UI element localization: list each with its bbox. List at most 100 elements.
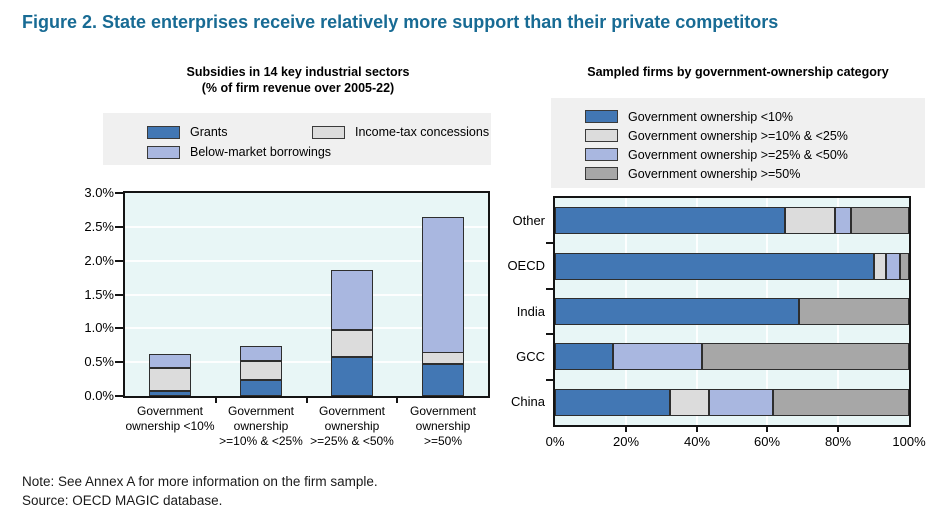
legend-label: Government ownership >=25% & <50% (628, 147, 848, 162)
government-ownership-10-25--segment (874, 253, 886, 280)
right-legend-item: Government ownership >=25% & <50% (585, 145, 925, 164)
legend-label: Government ownership >=50% (628, 166, 801, 181)
government-ownership-10-25--segment (670, 389, 709, 416)
gridline (125, 327, 488, 329)
left-ytick-mark (115, 260, 123, 262)
legend-label: Government ownership <10% (628, 109, 794, 124)
left-ytick-label: 1.0% (84, 320, 114, 335)
government-ownership-10--segment (555, 343, 613, 370)
left-chart-legend: Grants Income-tax concessions Below-market… (103, 113, 491, 165)
left-ytick-label: 2.0% (84, 253, 114, 268)
right-xtick-mark (837, 427, 839, 432)
stacked-bar-1 (149, 193, 191, 396)
figure-notes: Note: See Annex A for more information o… (22, 472, 378, 510)
left-ytick-mark (115, 192, 123, 194)
government-ownership-10--segment (555, 207, 785, 234)
right-legend-item: Government ownership >=50% (585, 164, 925, 183)
right-xtick-mark (625, 427, 627, 432)
government-ownership-10--segment (555, 389, 670, 416)
left-xtick-mark (215, 398, 217, 403)
right-chart-title: Sampled firms by government-ownership ca… (587, 65, 889, 79)
left-ytick-label: 3.0% (84, 185, 114, 200)
right-legend-item: Government ownership <10% (585, 107, 925, 126)
right-category-label: OECD (507, 258, 545, 273)
left-chart-title-line1: Subsidies in 14 key industrial sectors (186, 65, 410, 79)
below-market-borrowings-segment (240, 346, 282, 361)
income-tax-concessions-swatch (312, 125, 345, 139)
right-xtick-mark (696, 427, 698, 432)
stacked-bar-3 (331, 193, 373, 396)
right-xtick-label: 20% (612, 434, 640, 449)
right-xtick-label: 100% (892, 434, 926, 449)
government-ownership-50--segment (799, 298, 909, 325)
government-ownership-25-50--segment (613, 343, 702, 370)
left-category-label: Government ownership >=10% & <25% (219, 404, 303, 448)
below-market-borrowings-swatch (147, 145, 180, 159)
left-category-label: Government ownership >=50% (409, 404, 477, 448)
government-ownership-50--segment (900, 253, 909, 280)
right-xtick-label: 60% (753, 434, 781, 449)
right-category-label: China (511, 394, 545, 409)
right-category-label: Other (512, 213, 545, 228)
right-category-label: India (516, 304, 545, 319)
right-category-label: GCC (516, 349, 545, 364)
government-ownership-25-50--segment (835, 207, 851, 234)
government-ownership-50--swatch (585, 167, 618, 180)
left-ytick-label: 0.5% (84, 354, 114, 369)
income-tax-concessions-segment (331, 330, 373, 357)
gridline (125, 226, 488, 228)
right-ytick-mark (546, 379, 553, 381)
legend-label: Government ownership >=10% & <25% (628, 128, 848, 143)
gridline (125, 294, 488, 296)
right-xtick-mark (766, 427, 768, 432)
below-market-borrowings-segment (331, 270, 373, 330)
government-ownership-10--swatch (585, 110, 618, 123)
stacked-bar-2 (240, 193, 282, 396)
left-chart-title-line2: (% of firm revenue over 2005-22) (201, 81, 395, 95)
income-tax-concessions-segment (149, 368, 191, 391)
right-ytick-mark (546, 333, 553, 335)
below-market-borrowings-segment (149, 354, 191, 368)
right-plot-area (553, 196, 911, 427)
income-tax-concessions-segment (240, 361, 282, 380)
government-ownership-10--segment (555, 253, 874, 280)
right-xtick-label: 0% (545, 434, 565, 449)
income-tax-concessions-segment (422, 352, 464, 364)
right-chart-legend: Government ownership <10% Government owne… (551, 98, 925, 188)
government-ownership-10-25--swatch (585, 129, 618, 142)
stacked-bar-china (555, 389, 909, 416)
left-category-label: Government ownership >=25% & <50% (310, 404, 394, 448)
left-plot-area (123, 191, 490, 398)
left-ytick-mark (115, 395, 123, 397)
stacked-bar-other (555, 207, 909, 234)
left-ytick-label: 2.5% (84, 219, 114, 234)
stacked-bar-4 (422, 193, 464, 396)
grants-segment (422, 364, 464, 396)
stacked-bar-gcc (555, 343, 909, 370)
left-legend-item: Below-market borrowings (147, 142, 331, 162)
gridline (125, 361, 488, 363)
left-ytick-mark (115, 361, 123, 363)
right-ytick-mark (546, 288, 553, 290)
figure-title: Figure 2. State enterprises receive rela… (22, 12, 779, 32)
left-legend-item: Grants (147, 122, 312, 142)
government-ownership-50--segment (773, 389, 909, 416)
left-chart-title: Subsidies in 14 key industrial sectors (… (103, 64, 493, 96)
left-ytick-mark (115, 226, 123, 228)
government-ownership-50--segment (851, 207, 909, 234)
right-xtick-label: 40% (683, 434, 711, 449)
left-ytick-mark (115, 294, 123, 296)
legend-label: Grants (190, 125, 228, 139)
government-ownership-25-50--segment (709, 389, 773, 416)
below-market-borrowings-segment (422, 217, 464, 353)
note-text: Note: See Annex A for more information o… (22, 474, 378, 489)
left-ytick-mark (115, 327, 123, 329)
stacked-bar-oecd (555, 253, 909, 280)
gridline (125, 260, 488, 262)
left-ytick-label: 1.5% (84, 287, 114, 302)
stacked-bar-india (555, 298, 909, 325)
government-ownership-10--segment (555, 298, 799, 325)
right-ytick-mark (546, 242, 553, 244)
government-ownership-50--segment (702, 343, 909, 370)
